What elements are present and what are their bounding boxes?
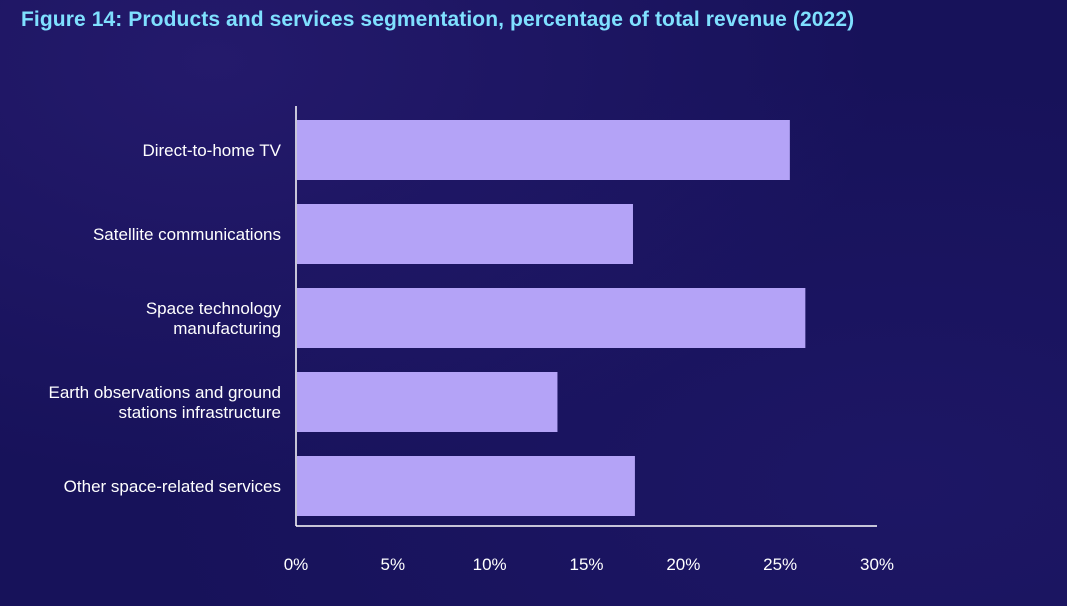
category-label-line: Earth observations and ground	[49, 383, 282, 402]
x-tick-labels: 0% 5% 10% 15% 20% 25% 30%	[284, 555, 894, 574]
category-label-4: Other space-related services	[64, 477, 281, 496]
category-label-line: Satellite communications	[93, 225, 281, 244]
bar-0	[297, 120, 790, 180]
category-label-line: Direct-to-home TV	[142, 141, 281, 160]
category-label-2: Space technology manufacturing	[146, 299, 282, 338]
category-label-0: Direct-to-home TV	[142, 141, 281, 160]
bar-4	[297, 456, 635, 516]
bars-group	[297, 120, 806, 516]
x-tick-label: 20%	[666, 555, 700, 574]
chart-title: Figure 14: Products and services segment…	[21, 8, 855, 31]
x-tick-label: 10%	[473, 555, 507, 574]
bar-1	[297, 204, 633, 264]
category-label-line: stations infrastructure	[118, 403, 281, 422]
x-tick-label: 30%	[860, 555, 894, 574]
category-labels: Direct-to-home TV Satellite communication…	[49, 141, 282, 496]
category-label-line: Other space-related services	[64, 477, 281, 496]
x-tick-label: 25%	[763, 555, 797, 574]
category-label-line: Space technology	[146, 299, 282, 318]
bar-2	[297, 288, 806, 348]
category-label-3: Earth observations and ground stations in…	[49, 383, 282, 422]
category-label-1: Satellite communications	[93, 225, 281, 244]
x-tick-label: 15%	[569, 555, 603, 574]
x-tick-label: 5%	[381, 555, 406, 574]
category-label-line: manufacturing	[173, 319, 281, 338]
bar-3	[297, 372, 558, 432]
x-tick-label: 0%	[284, 555, 309, 574]
